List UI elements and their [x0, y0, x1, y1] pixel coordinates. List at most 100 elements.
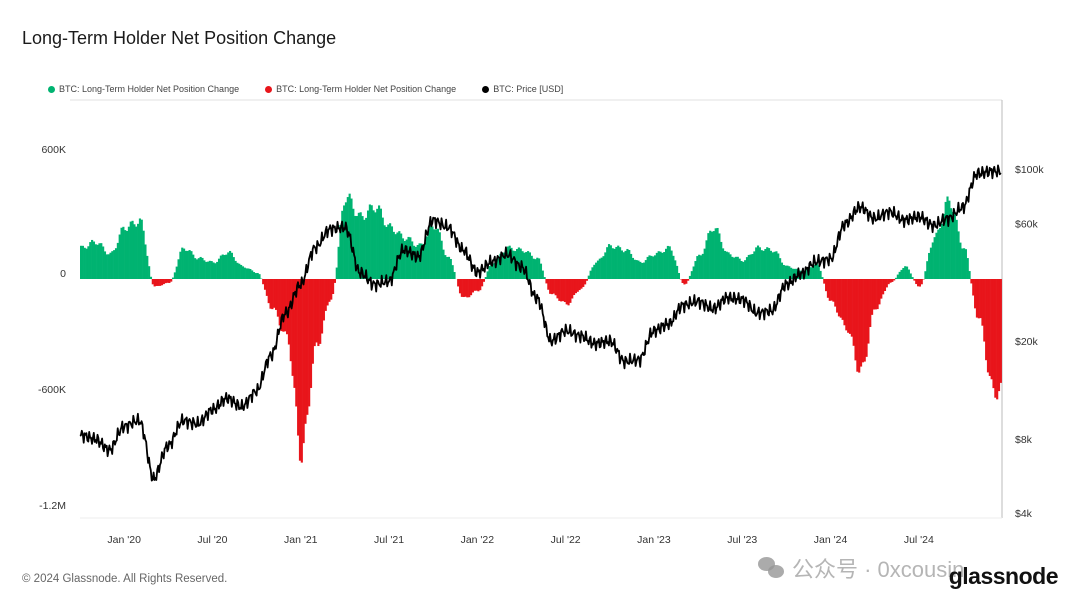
net-position-bar [698, 254, 701, 279]
net-position-bar [917, 279, 920, 287]
net-position-bar [633, 259, 636, 279]
net-position-bar [690, 271, 693, 279]
net-position-bar [652, 256, 655, 279]
net-position-bar [482, 279, 486, 282]
net-position-bar [352, 208, 355, 279]
net-position-bar [929, 247, 933, 279]
net-position-bar [223, 255, 226, 279]
net-position-bar [687, 279, 690, 281]
legend-item-price[interactable]: BTC: Price [USD] [482, 84, 563, 94]
net-position-bar [87, 246, 90, 279]
net-position-bar [497, 256, 500, 279]
net-position-bar [979, 279, 982, 319]
net-position-bar [374, 212, 377, 279]
net-position-bar [946, 196, 949, 279]
x-tick-label: Jul '22 [551, 534, 581, 546]
net-position-bar [508, 245, 511, 279]
net-position-bar [429, 224, 432, 279]
net-position-bar [615, 246, 618, 279]
net-position-bar [791, 268, 795, 279]
net-position-bar [926, 261, 929, 279]
net-position-bar [578, 279, 581, 291]
net-position-bar [171, 277, 175, 279]
net-position-bar [363, 219, 366, 279]
net-position-bar [137, 223, 140, 279]
legend-item-net-position-negative[interactable]: BTC: Long-Term Holder Net Position Chang… [265, 84, 456, 94]
glassnode-logo[interactable]: glassnode [948, 563, 1059, 589]
net-position-bar [184, 250, 187, 279]
net-position-bar [113, 250, 116, 279]
net-position-bar [841, 279, 844, 320]
net-position-bar [672, 255, 675, 279]
net-position-bar [867, 279, 870, 344]
net-position-bar [407, 236, 410, 279]
net-position-bar [858, 279, 861, 373]
net-position-bar [821, 277, 824, 279]
net-position-bar [284, 279, 287, 332]
net-position-bar [663, 252, 666, 279]
net-position-bar [545, 279, 548, 284]
net-position-bar [477, 279, 480, 292]
net-position-bar [469, 279, 473, 296]
y-left-tick-label: -600K [38, 384, 66, 396]
net-position-bar [618, 247, 622, 279]
net-position-bar [688, 275, 692, 279]
net-position-bar [387, 224, 390, 279]
net-position-bar [891, 279, 894, 282]
net-position-bar [81, 245, 84, 279]
net-position-bar [813, 264, 817, 279]
net-position-bar [346, 197, 349, 279]
net-position-bar [142, 230, 145, 279]
net-position-bar [593, 264, 596, 279]
net-position-bar [974, 279, 977, 309]
net-position-bar [320, 279, 324, 334]
net-position-bar [996, 279, 999, 400]
net-position-bar [258, 274, 261, 279]
net-position-bar [951, 211, 955, 279]
net-position-bar [302, 279, 305, 444]
net-position-bar [758, 247, 761, 279]
net-position-bar [550, 279, 554, 295]
legend-item-net-position-positive[interactable]: BTC: Long-Term Holder Net Position Chang… [48, 84, 239, 94]
net-position-bar [332, 279, 335, 294]
net-position-bar [425, 236, 428, 279]
net-position-bar [876, 279, 879, 310]
net-position-bar [155, 279, 158, 286]
x-tick-label: Jan '20 [107, 534, 141, 546]
net-position-bar [271, 279, 274, 310]
net-position-bar [801, 271, 804, 279]
net-position-bar [80, 245, 83, 279]
net-position-bar [964, 249, 967, 279]
net-position-bar [488, 266, 491, 279]
net-position-bar [607, 244, 611, 279]
net-position-bar [580, 279, 583, 289]
net-position-bar [225, 254, 228, 279]
watermark-text: 公众号 · 0xcousin [792, 557, 965, 582]
net-position-bar [127, 226, 130, 279]
net-position-bar [817, 265, 820, 279]
net-position-bar [276, 279, 279, 317]
net-position-bar [560, 279, 563, 302]
net-position-bar [311, 279, 314, 364]
net-position-bar [655, 252, 658, 279]
y-right-tick-label: $20k [1015, 336, 1039, 348]
net-position-bar [308, 279, 311, 407]
net-position-bar [664, 248, 668, 279]
net-position-bar [107, 254, 110, 279]
net-position-bar [252, 272, 256, 279]
net-position-bar [585, 279, 589, 281]
net-position-bar [848, 279, 852, 334]
net-position-bar [541, 270, 544, 279]
net-position-bar [125, 231, 129, 279]
net-position-bar [839, 279, 842, 318]
net-position-bar [300, 279, 303, 463]
net-position-bar [727, 252, 730, 279]
net-position-bar [808, 267, 811, 279]
net-position-bar [940, 223, 944, 279]
net-position-bar [734, 256, 738, 279]
net-position-bar [227, 252, 230, 279]
net-position-bar [569, 279, 572, 303]
net-position-bar [447, 256, 451, 279]
net-position-bar [595, 262, 598, 279]
net-position-bar [904, 266, 907, 279]
